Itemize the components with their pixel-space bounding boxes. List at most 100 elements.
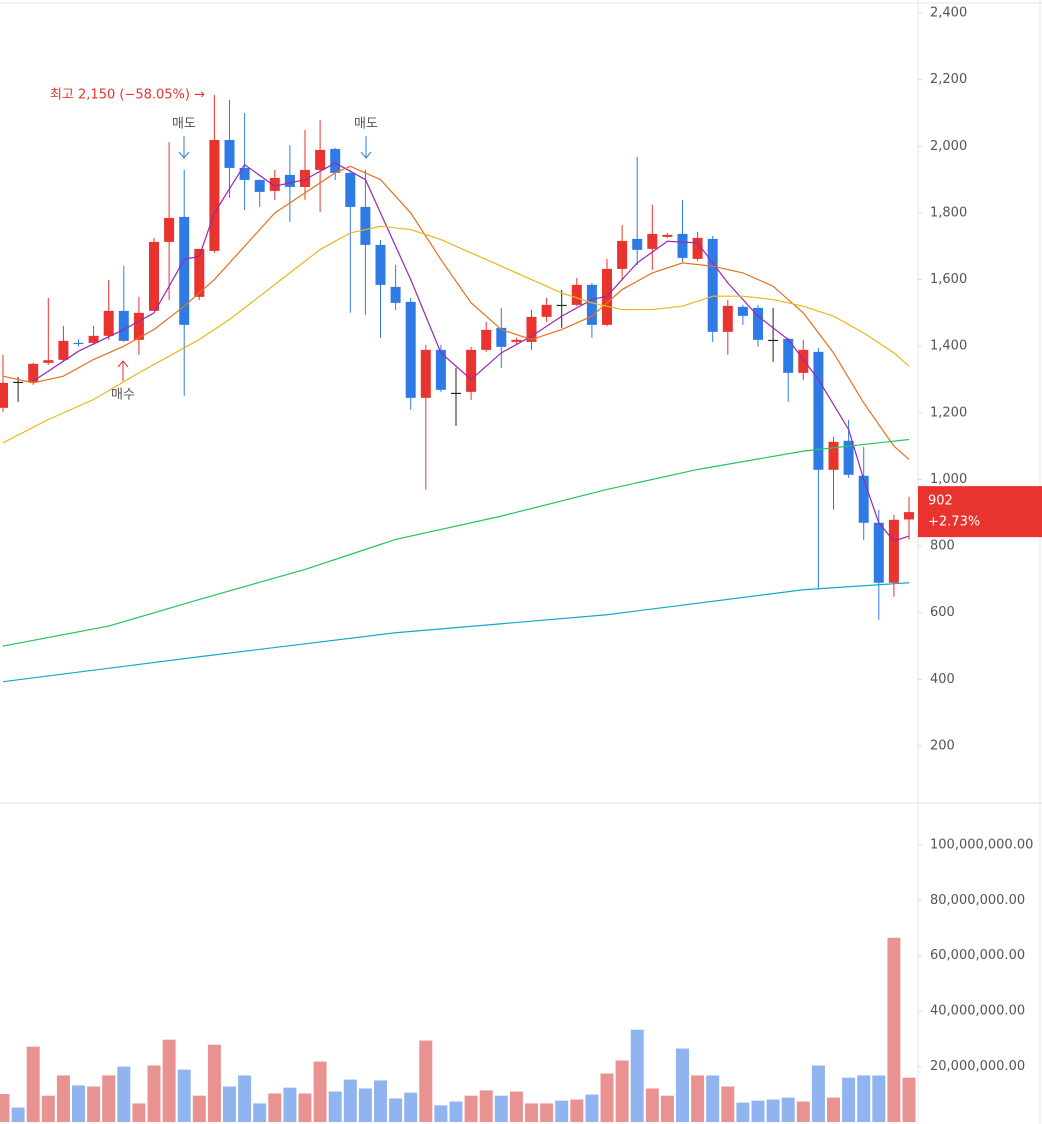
volume-bar (887, 937, 901, 1122)
sell-arrow (178, 136, 190, 159)
volume-bar (102, 1075, 116, 1122)
candle-body (345, 172, 356, 207)
volume-bar (857, 1075, 871, 1122)
volume-bar (630, 1029, 644, 1122)
candle-body (526, 316, 537, 342)
candle-body (707, 238, 718, 332)
volume-bar (540, 1103, 554, 1122)
candle-body (179, 216, 190, 325)
volume-bar (645, 1088, 659, 1122)
volume-bar (781, 1097, 795, 1122)
last-change: +2.73% (928, 515, 980, 530)
sell-annotation: 매도 (354, 117, 378, 132)
volume-bar (56, 1075, 70, 1122)
candle-body (541, 304, 552, 317)
sell-annotation: 매도 (172, 117, 196, 132)
candle-body (390, 286, 401, 303)
candle-body (904, 512, 914, 520)
candle-body (43, 360, 54, 363)
candle-body (722, 305, 733, 332)
volume-bar (827, 1097, 840, 1122)
volume-bar (0, 1094, 10, 1122)
candle-body (269, 177, 280, 191)
candle-body (858, 475, 869, 523)
candle-body (224, 139, 235, 168)
candle-body (466, 349, 477, 392)
volume-bar (253, 1103, 267, 1122)
candle-body (0, 382, 8, 408)
candle-body (783, 338, 794, 373)
volume-bar (192, 1095, 206, 1122)
volume-bar (494, 1095, 508, 1122)
volume-bar (283, 1087, 297, 1122)
candle-body (753, 307, 763, 340)
volume-bar (343, 1079, 357, 1122)
volume-bar (87, 1086, 101, 1122)
y-tick-label: 400 (930, 672, 955, 687)
volume-bar (660, 1095, 674, 1122)
candle-body (300, 169, 310, 187)
candle-body (209, 139, 220, 251)
candle-body (571, 284, 582, 305)
volume-bar (676, 1048, 689, 1122)
candle-body (88, 335, 99, 343)
y-tick-label: 1,000 (930, 472, 967, 487)
candle-body (73, 342, 84, 345)
volume-bar (328, 1091, 342, 1122)
candle-body (511, 339, 522, 342)
moving-average (2, 438, 910, 647)
volume-bar (721, 1086, 735, 1122)
last-price: 902 (928, 494, 953, 509)
volume-bar (811, 1065, 825, 1122)
candle-body (360, 206, 371, 245)
y-tick-label: 1,400 (930, 339, 967, 354)
candle-body (828, 441, 839, 470)
candle-body (602, 268, 612, 325)
volume-bar (600, 1073, 614, 1122)
candle-body (118, 310, 129, 341)
volume-bar (736, 1102, 750, 1122)
y-tick-label: 1,600 (930, 272, 967, 287)
volume-bar (615, 1060, 629, 1122)
candle-body (632, 238, 643, 250)
sell-arrow (360, 136, 372, 159)
candle-body (692, 237, 703, 259)
last-price-box (918, 486, 1042, 538)
volume-bar (41, 1095, 55, 1122)
volume-bar (404, 1092, 418, 1122)
volume-bar (525, 1103, 538, 1122)
buy-annotation: 매수 (111, 388, 135, 403)
y-tick-label: 20,000,000.00 (930, 1059, 1025, 1074)
volume-bar (479, 1090, 493, 1122)
candle-body (662, 234, 673, 237)
candle-body (617, 240, 628, 269)
candle-body (420, 349, 431, 398)
candle-body (284, 174, 295, 187)
candle-body (496, 327, 507, 347)
volume-bar (207, 1044, 221, 1122)
candle-body (375, 244, 386, 285)
y-tick-label: 60,000,000.00 (930, 948, 1025, 963)
volume-bar (26, 1046, 40, 1122)
volume-bar (902, 1077, 916, 1122)
volume-bar (72, 1085, 85, 1122)
volume-bar (570, 1099, 584, 1122)
candle-body (133, 312, 144, 340)
candle-body (13, 381, 24, 384)
candle-body (586, 284, 597, 325)
volume-bar (238, 1075, 252, 1122)
candle-body (813, 351, 824, 470)
volume-bar (464, 1095, 478, 1122)
y-tick-label: 600 (930, 605, 955, 620)
candle-body (888, 519, 899, 583)
candle-body (481, 329, 492, 350)
candle-body (768, 339, 779, 342)
candle-body (677, 233, 688, 258)
y-tick-label: 1,200 (930, 405, 967, 420)
candle-body (435, 349, 446, 390)
candle-body (164, 217, 175, 242)
candle-body (556, 304, 567, 307)
volume-bar (872, 1075, 886, 1122)
volume-bar (419, 1040, 433, 1122)
y-tick-label: 2,400 (930, 5, 967, 20)
